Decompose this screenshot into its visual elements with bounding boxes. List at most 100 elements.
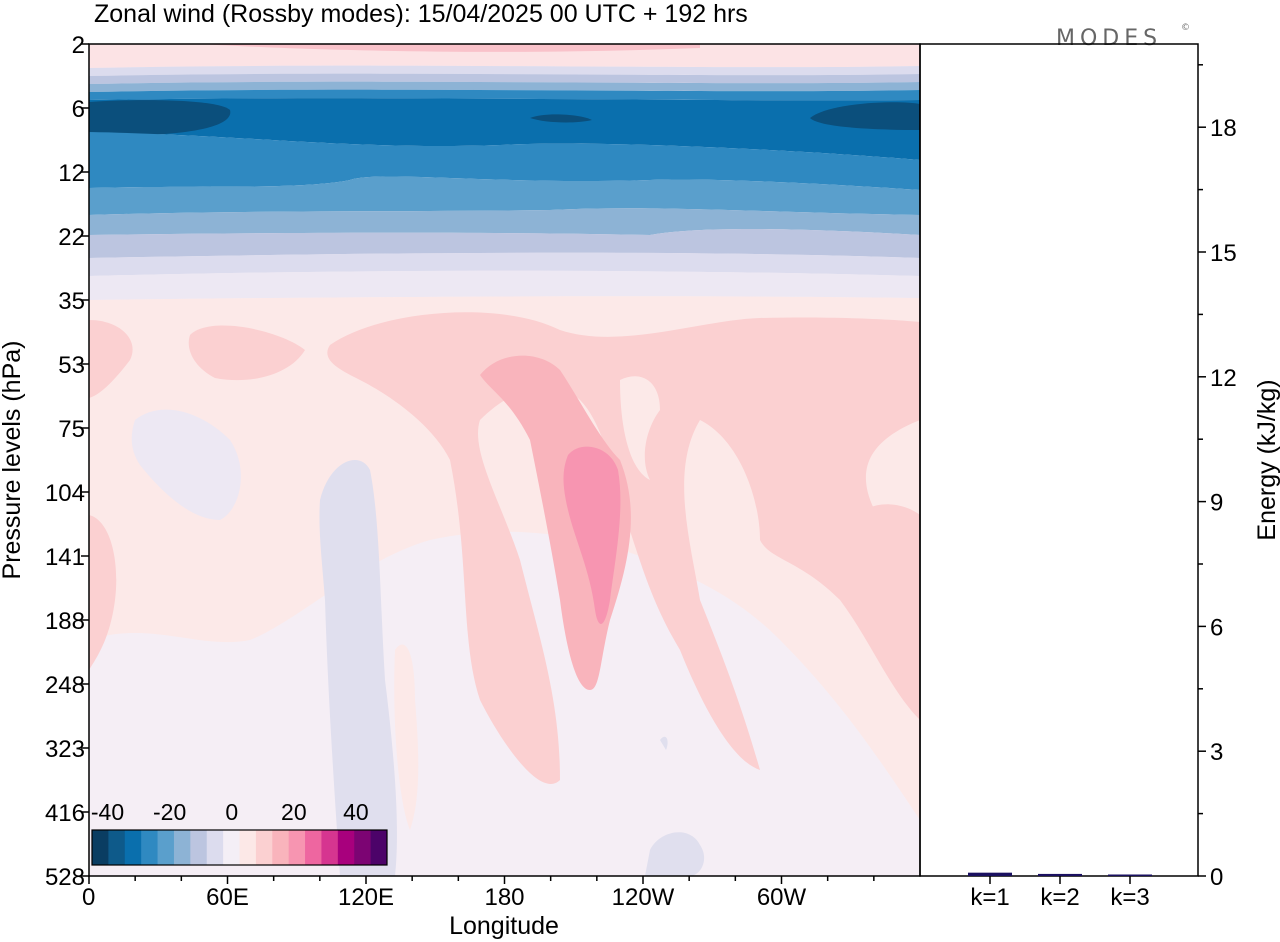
band-upper-positive [89,44,920,68]
patch-p15 [563,446,621,624]
colorbar-swatch [124,830,142,865]
colorbar-swatch [190,830,208,865]
longitude-tick-label: 60E [206,884,249,911]
pressure-tick-label: 6 [72,96,85,123]
band-n2-lower [89,252,920,276]
energy-bar [1108,874,1152,876]
colorbar-swatch [272,830,290,865]
colorbar-tick-label: -40 [91,799,124,825]
patch-p5-main [327,312,920,784]
colorbar: -40 -20 0 20 40 [91,799,388,866]
energy-tick-label: 0 [1210,864,1223,891]
neg-patch-d [660,736,668,750]
colorbar-swatch [157,830,175,865]
longitude-tick-label: 60W [757,884,807,911]
pressure-tick-label: 188 [45,608,85,635]
energy-axis-label: Energy (kJ/kg) [1253,379,1280,540]
band-n15-lower [89,176,920,215]
pressure-tick-label: 416 [45,800,85,827]
energy-tick-label: 6 [1210,614,1223,641]
colorbar-tick-label: 20 [281,799,307,825]
energy-tick-label: 3 [1210,739,1223,766]
longitude-tick-label: 120W [612,884,675,911]
colorbar-swatch [173,830,191,865]
band-n5-lower [89,228,920,258]
colorbar-swatch [337,830,355,865]
colorbar-swatch [255,830,273,865]
modes-logo-text: MODES [1056,26,1162,51]
neg-patch-c [645,832,705,876]
neg-patch-a [131,409,241,520]
pressure-tick-label: 2 [72,32,85,59]
patch-p5-west [89,515,117,670]
colorbar-swatch [206,830,224,865]
energy-bar [1038,873,1082,876]
band-n25 [89,98,920,160]
colorbar-swatch [288,830,306,865]
pressure-tick-label: 528 [45,864,85,891]
colorbar-swatch [223,830,240,865]
pressure-tick-label: 22 [58,224,85,251]
colorbar-swatch [321,830,339,865]
pressure-tick-label: 323 [45,736,85,763]
patch-p10 [480,355,631,690]
colorbar-swatch [92,830,109,865]
pressure-tick-label: 141 [45,544,85,571]
colorbar-tick-label: 0 [225,799,238,825]
colorbar-swatch [239,830,257,865]
longitude-tick-label: 120E [338,884,394,911]
band-near-zero [89,270,920,300]
energy-tick-label: 12 [1210,365,1237,392]
x-axis-label: Longitude [449,912,559,940]
y-axis-pressure: 2 6 12 22 35 53 75 104 141 188 248 323 416 528 [45,32,89,891]
band-n10-lower [89,208,920,235]
energy-tick-label: 9 [1210,490,1223,517]
neg-patch-b [319,460,397,876]
core-n35-center [530,114,592,123]
logo-copyright-mark: © [1181,23,1195,33]
colorbar-swatch [141,830,159,865]
category-label: k=3 [1110,884,1149,911]
colorbar-swatch [305,830,322,865]
patch-p5-b [188,325,305,381]
chart-title: Zonal wind (Rossby modes): 15/04/2025 00… [94,0,748,28]
band-n20 [89,89,920,101]
colorbar-swatch [108,830,126,865]
energy-bar [968,872,1012,876]
band-n10 [89,73,920,84]
core-n35-west [89,100,231,136]
colorbar-frame [91,829,388,866]
band-n5 [89,65,920,76]
pressure-tick-label: 53 [58,352,85,379]
patch-hole [620,376,660,480]
y-axis-energy: 0 3 6 9 12 15 18 [1198,64,1237,891]
pressure-tick-label: 104 [45,480,85,507]
category-label: k=1 [970,884,1009,911]
x-axis-longitude: 0 60E 120E 180 120W 60W [82,876,875,911]
heatmap-field [89,44,920,876]
patch-p5-east [849,504,920,700]
core-n35-east [810,102,920,130]
pressure-tick-label: 75 [58,416,85,443]
pressure-tick-label: 248 [45,672,85,699]
band-n15 [89,81,920,92]
colorbar-swatch [370,830,388,865]
band-n20-lower [89,132,920,190]
longitude-tick-label: 180 [484,884,524,911]
patch-narrow [394,644,419,830]
category-label: k=2 [1040,884,1079,911]
pressure-tick-label: 12 [58,160,85,187]
y-axis-label: Pressure levels (hPa) [0,341,26,580]
pressure-tick-label: 35 [58,288,85,315]
longitude-tick-label: 0 [82,884,95,911]
energy-tick-label: 15 [1210,240,1237,267]
energy-tick-label: 18 [1210,115,1237,142]
bar-panel-frame [919,43,1199,877]
colorbar-tick-label: -20 [153,799,186,825]
patch-p5-a [89,320,133,398]
colorbar-swatch [354,830,372,865]
band-top-peak [200,44,700,52]
energy-bars: k=1 k=2 k=3 [968,872,1152,911]
